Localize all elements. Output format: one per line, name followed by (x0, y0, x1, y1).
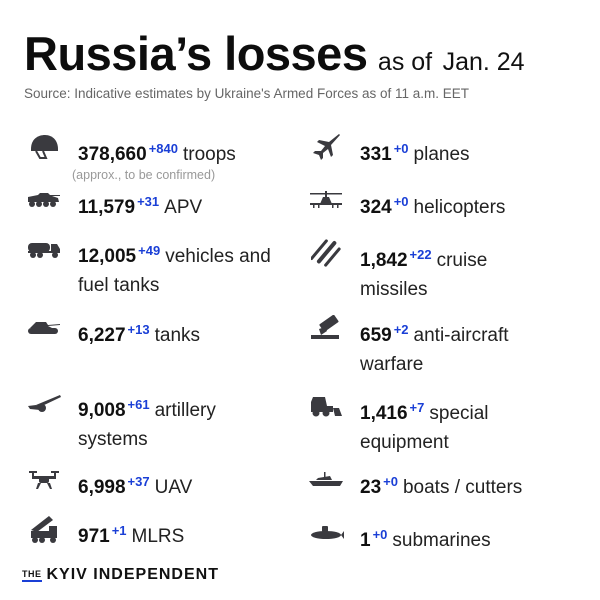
truck-icon (24, 236, 64, 262)
stat-label: UAV (154, 477, 193, 498)
stat-delta: +7 (409, 400, 425, 415)
stat-label: submarines (392, 530, 491, 551)
stat-label: troops (182, 144, 236, 165)
stat-troops: 378,660 +840 troops (approx., to be confirm… (24, 134, 278, 181)
stat-planes: 331 +0 planes (306, 134, 470, 169)
title-main: Russia’s losses (24, 27, 368, 80)
stat-delta: +31 (137, 194, 160, 209)
stat-value: 659 (360, 325, 392, 346)
special-equipment-icon (306, 393, 346, 419)
stat-note: (approx., to be confirmed) (72, 168, 216, 182)
stat-delta: +0 (393, 194, 409, 209)
title-as-of: as of (377, 48, 433, 76)
plane-icon (306, 134, 346, 160)
stat-delta: +0 (372, 527, 388, 542)
stat-value: 23 (360, 477, 382, 498)
stat-delta: +22 (409, 247, 432, 262)
stat-delta: +49 (138, 243, 161, 258)
submarine-icon (306, 520, 346, 546)
stat-label: vehicles and fuel tanks (78, 246, 271, 296)
brand-logo: THE KYIV INDEPENDENT (22, 566, 219, 584)
stat-delta: +1 (111, 523, 127, 538)
stat-tanks: 6,227 +13 tanks (24, 315, 200, 350)
stat-label: tanks (154, 325, 201, 346)
stat-label: MLRS (131, 526, 185, 547)
brand-name: KYIV INDEPENDENT (46, 566, 219, 583)
brand-the: THE (22, 569, 42, 582)
stat-anti-aircraft: 659 +2 anti-aircraft warfare (306, 315, 560, 379)
stat-delta: +0 (383, 474, 398, 489)
stat-helicopters: 324 +0 helicopters (306, 187, 505, 222)
stat-value: 1 (360, 530, 371, 551)
stat-label: anti-aircraft warfare (360, 325, 509, 375)
page-title: Russia’s losses as of Jan. 24 (24, 26, 526, 81)
anti-aircraft-icon (306, 315, 346, 341)
stat-mlrs: 971 +1 MLRS (24, 516, 184, 551)
stat-label: boats / cutters (402, 477, 523, 498)
stat-value: 11,579 (78, 197, 136, 218)
stat-artillery: 9,008 +61 artillery systems (24, 390, 278, 454)
stat-value: 6,227 (78, 325, 126, 346)
stat-vehicles: 12,005 +49 vehicles and fuel tanks (24, 236, 303, 300)
stat-label: APV (164, 197, 203, 218)
stat-label: artillery systems (78, 400, 216, 450)
mlrs-icon (24, 516, 64, 543)
stat-value: 6,998 (78, 477, 126, 498)
stat-value: 971 (78, 526, 110, 547)
stat-label: cruise missiles (360, 250, 488, 300)
stat-value: 324 (360, 197, 392, 218)
stat-value: 1,416 (360, 403, 408, 424)
artillery-icon (24, 390, 64, 416)
stat-label: helicopters (413, 197, 506, 218)
stat-value: 378,660 (78, 144, 147, 165)
stat-value: 9,008 (78, 400, 126, 421)
helicopter-icon (306, 187, 346, 213)
stat-label: special equipment (360, 403, 489, 453)
apv-icon (24, 187, 64, 213)
stat-delta: +61 (127, 397, 150, 412)
stat-value: 12,005 (78, 246, 137, 267)
stat-special-equipment: 1,416 +7 special equipment (306, 393, 560, 457)
drone-icon (24, 467, 64, 493)
stat-delta: +13 (127, 322, 150, 337)
stat-uav: 6,998 +37 UAV (24, 467, 192, 502)
stat-apv: 11,579 +31 APV (24, 187, 202, 222)
source-note: Source: Indicative estimates by Ukraine'… (24, 86, 470, 101)
stat-cruise-missiles: 1,842 +22 cruise missiles (306, 239, 560, 304)
stat-delta: +2 (393, 322, 409, 337)
stat-delta: +0 (393, 141, 409, 156)
stat-delta: +37 (127, 474, 150, 489)
missile-icon (306, 239, 346, 267)
helmet-icon (24, 134, 64, 160)
stat-boats: 23 +0 boats / cutters (306, 467, 522, 502)
stat-submarines: 1 +0 submarines (306, 520, 491, 555)
title-date: Jan. 24 (441, 48, 526, 76)
tank-icon (24, 315, 64, 341)
stat-value: 1,842 (360, 250, 408, 271)
stat-delta: +840 (148, 141, 178, 156)
stat-value: 331 (360, 144, 392, 165)
boat-icon (306, 467, 346, 493)
stat-label: planes (413, 144, 470, 165)
